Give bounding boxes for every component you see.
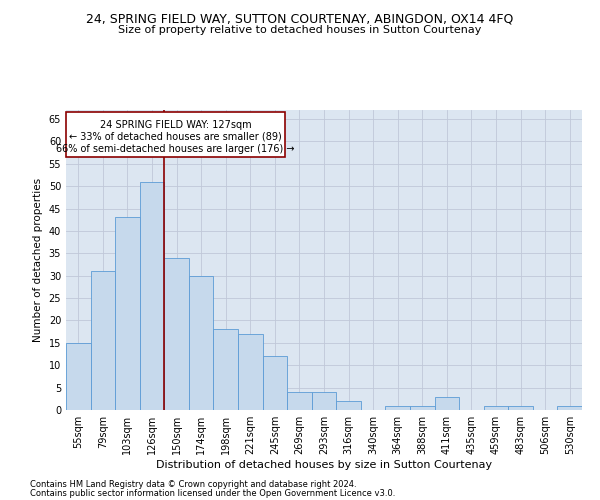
Bar <box>557 406 582 410</box>
Bar <box>484 406 508 410</box>
Text: 24, SPRING FIELD WAY, SUTTON COURTENAY, ABINGDON, OX14 4FQ: 24, SPRING FIELD WAY, SUTTON COURTENAY, … <box>86 12 514 26</box>
Bar <box>410 406 434 410</box>
Bar <box>66 343 91 410</box>
Bar <box>164 258 189 410</box>
Bar <box>189 276 214 410</box>
Y-axis label: Number of detached properties: Number of detached properties <box>33 178 43 342</box>
Bar <box>434 396 459 410</box>
Bar <box>287 392 312 410</box>
Text: Contains public sector information licensed under the Open Government Licence v3: Contains public sector information licen… <box>30 489 395 498</box>
Bar <box>312 392 336 410</box>
Text: Contains HM Land Registry data © Crown copyright and database right 2024.: Contains HM Land Registry data © Crown c… <box>30 480 356 489</box>
Bar <box>66 112 284 157</box>
X-axis label: Distribution of detached houses by size in Sutton Courtenay: Distribution of detached houses by size … <box>156 460 492 470</box>
Bar <box>91 271 115 410</box>
Bar <box>115 218 140 410</box>
Bar <box>508 406 533 410</box>
Text: Size of property relative to detached houses in Sutton Courtenay: Size of property relative to detached ho… <box>118 25 482 35</box>
Bar <box>336 401 361 410</box>
Bar <box>385 406 410 410</box>
Bar <box>214 330 238 410</box>
Bar <box>238 334 263 410</box>
Text: 24 SPRING FIELD WAY: 127sqm: 24 SPRING FIELD WAY: 127sqm <box>100 120 251 130</box>
Bar <box>140 182 164 410</box>
Text: ← 33% of detached houses are smaller (89): ← 33% of detached houses are smaller (89… <box>69 132 282 142</box>
Bar <box>263 356 287 410</box>
Text: 66% of semi-detached houses are larger (176) →: 66% of semi-detached houses are larger (… <box>56 144 295 154</box>
